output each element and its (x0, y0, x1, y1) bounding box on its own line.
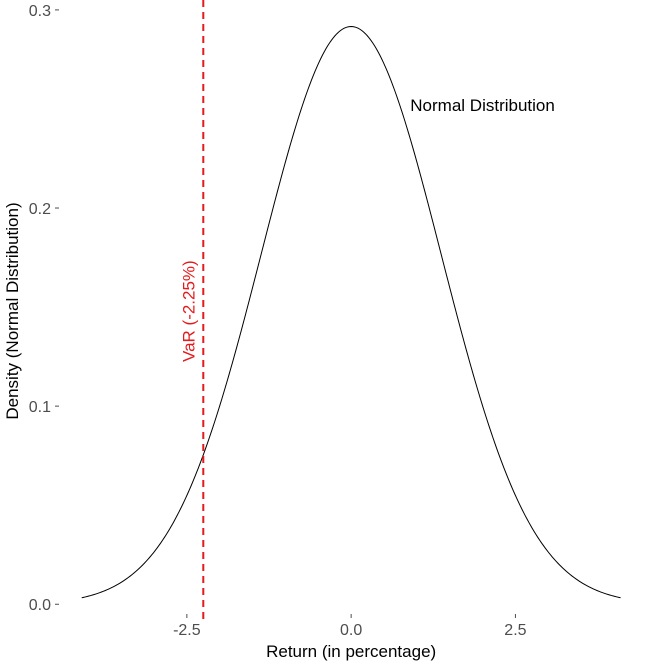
curve-label: Normal Distribution (410, 96, 555, 115)
y-tick-label: 0.3 (29, 3, 51, 20)
x-axis-title: Return (in percentage) (266, 642, 436, 661)
x-tick-label: -2.5 (173, 622, 201, 639)
var-label: VaR (-2.25%) (179, 260, 198, 362)
y-axis-title: Density (Normal Distribution) (3, 202, 22, 419)
y-tick-label: 0.0 (29, 597, 51, 614)
y-tick-label: 0.1 (29, 399, 51, 416)
y-tick-label: 0.2 (29, 201, 51, 218)
x-axis: -2.5 0.0 2.5 (173, 614, 527, 639)
x-tick-label: 2.5 (504, 622, 526, 639)
x-tick-label: 0.0 (340, 622, 362, 639)
normal-density-curve (81, 25, 621, 599)
y-axis: 0.0 0.1 0.2 0.3 (29, 3, 59, 614)
